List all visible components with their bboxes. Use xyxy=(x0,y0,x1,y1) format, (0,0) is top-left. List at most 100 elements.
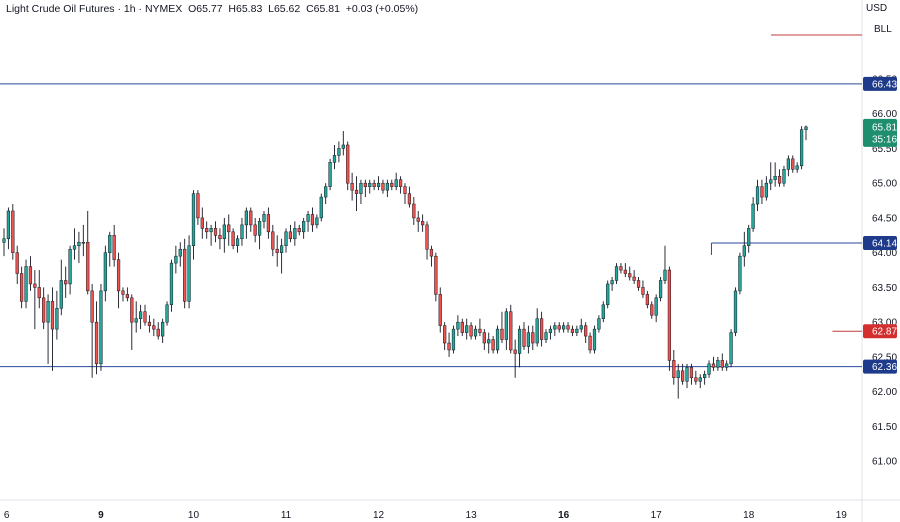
candle-body xyxy=(566,325,570,330)
x-tick-label: 17 xyxy=(651,510,663,521)
candle-body xyxy=(196,193,200,219)
open-value: O65.77 xyxy=(188,3,223,15)
candle-body xyxy=(473,328,478,337)
candle-body xyxy=(733,290,738,333)
candle-body xyxy=(729,332,733,365)
candle-body xyxy=(398,179,403,187)
y-tick-label: 62.00 xyxy=(872,387,897,398)
candle-body xyxy=(421,221,425,226)
candle-body xyxy=(575,328,579,333)
candle-body xyxy=(460,321,464,333)
candle-body xyxy=(50,301,55,330)
price-level-tag-label: 66.43 xyxy=(872,79,897,90)
candle-body xyxy=(121,290,125,295)
candle-body xyxy=(376,182,381,187)
exchange-label: NYMEX xyxy=(144,3,183,15)
indicator-label[interactable]: BLL xyxy=(874,24,892,35)
candle-body xyxy=(161,321,165,337)
candle-body xyxy=(429,248,434,257)
candle-body xyxy=(777,175,782,184)
candle-body xyxy=(438,294,442,326)
candle-body xyxy=(143,311,147,323)
candle-body xyxy=(147,321,152,326)
candle-body xyxy=(11,210,15,253)
candle-body xyxy=(231,231,235,246)
candle-body xyxy=(703,374,707,379)
candle-body xyxy=(443,325,447,344)
candle-body xyxy=(385,182,389,191)
y-tick-label: 63.50 xyxy=(872,283,897,294)
candle-body xyxy=(755,186,760,205)
candle-body xyxy=(782,169,786,184)
candle-body xyxy=(694,377,698,382)
candle-body xyxy=(174,255,178,264)
candle-body xyxy=(685,367,689,382)
candle-body xyxy=(650,304,654,316)
price-level-tag-label: 64.14 xyxy=(872,238,897,249)
candle-body xyxy=(504,311,508,340)
candle-body xyxy=(302,221,306,233)
candle-body xyxy=(213,228,218,236)
candle-body xyxy=(306,214,310,222)
candle-body xyxy=(138,311,143,319)
x-tick-label: 18 xyxy=(743,510,755,521)
candle-body xyxy=(804,126,808,130)
candle-body xyxy=(205,228,209,233)
candle-body xyxy=(116,259,121,292)
candle-body xyxy=(769,179,773,184)
candle-body xyxy=(183,248,187,302)
chart-header: Light Crude Oil Futures · 1h · NYMEX O65… xyxy=(6,3,418,15)
candle-body xyxy=(319,196,323,219)
x-tick-label: 11 xyxy=(281,510,292,521)
candle-body xyxy=(716,360,720,368)
candle-body xyxy=(619,266,623,271)
candle-body xyxy=(791,158,795,170)
candle-body xyxy=(676,370,680,379)
x-tick-label: 10 xyxy=(188,510,200,521)
candle-body xyxy=(636,280,641,288)
candle-body xyxy=(315,217,319,226)
candle-body xyxy=(368,182,372,187)
candle-body xyxy=(614,266,619,281)
candle-body xyxy=(134,318,138,323)
candle-body xyxy=(165,304,169,323)
candle-body xyxy=(68,248,72,285)
candle-body xyxy=(663,269,667,281)
candle-body xyxy=(337,148,341,156)
candle-body xyxy=(500,328,504,340)
candle-body xyxy=(799,129,804,167)
candle-body xyxy=(579,325,583,330)
candle-body xyxy=(235,238,240,246)
candle-body xyxy=(456,321,460,330)
candle-body xyxy=(227,224,231,233)
candle-body xyxy=(531,332,535,344)
y-tick-label: 61.00 xyxy=(872,457,897,468)
candle-body xyxy=(130,297,134,323)
close-value: C65.81 xyxy=(306,3,340,15)
candle-body xyxy=(297,228,301,233)
candle-body xyxy=(434,255,438,295)
candle-body xyxy=(482,332,486,344)
candle-body xyxy=(293,228,297,240)
candle-body xyxy=(632,276,636,281)
symbol-name[interactable]: Light Crude Oil Futures xyxy=(6,3,115,15)
candle-body xyxy=(509,311,513,351)
candle-body xyxy=(288,231,293,240)
y-tick-label: 64.50 xyxy=(872,213,897,224)
candle-body xyxy=(601,304,605,319)
currency-label[interactable]: USD xyxy=(866,3,888,14)
candle-body xyxy=(346,144,350,184)
candle-body xyxy=(725,363,729,368)
candle-body xyxy=(451,328,456,351)
candle-body xyxy=(539,318,544,340)
candle-body xyxy=(328,162,332,187)
y-tick-label: 64.00 xyxy=(872,248,897,259)
candle-body xyxy=(350,182,354,191)
high-value: H65.83 xyxy=(228,3,263,15)
interval-label[interactable]: 1h xyxy=(123,3,136,15)
y-tick-label: 62.50 xyxy=(872,352,897,363)
candle-body xyxy=(747,228,751,246)
candle-body xyxy=(517,328,522,354)
candle-body xyxy=(412,203,416,219)
